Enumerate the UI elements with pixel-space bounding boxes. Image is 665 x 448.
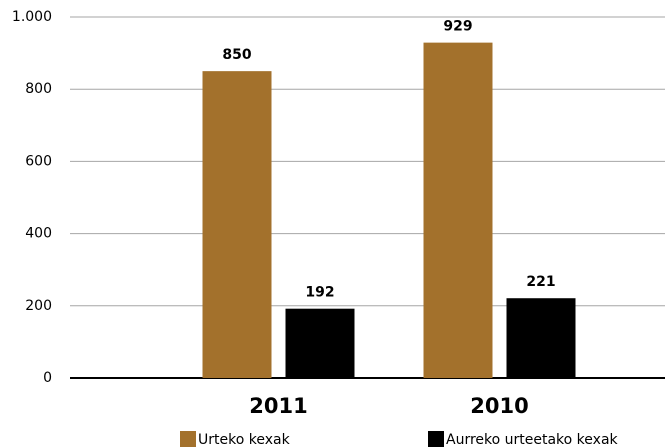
bar: [285, 308, 355, 378]
bar: [202, 71, 272, 379]
value-label: 192: [305, 285, 334, 301]
x-tick-label: 2011: [249, 394, 307, 418]
legend-swatch: [428, 431, 444, 447]
bar: [423, 42, 493, 378]
y-tick-label: 400: [25, 226, 52, 242]
bar: [506, 298, 576, 378]
value-label: 929: [443, 19, 472, 35]
legend-swatch: [180, 431, 196, 447]
legend-label: Urteko kexak: [198, 432, 291, 448]
y-tick-label: 200: [25, 298, 52, 314]
x-tick-label: 2010: [470, 394, 528, 418]
y-tick-label: 1.000: [12, 9, 52, 25]
y-tick-label: 800: [25, 81, 52, 97]
value-label: 850: [222, 47, 251, 63]
value-label: 221: [526, 274, 555, 290]
y-tick-label: 600: [25, 153, 52, 169]
legend-label: Aurreko urteetako kexak: [446, 432, 619, 448]
y-tick-label: 0: [43, 370, 52, 386]
